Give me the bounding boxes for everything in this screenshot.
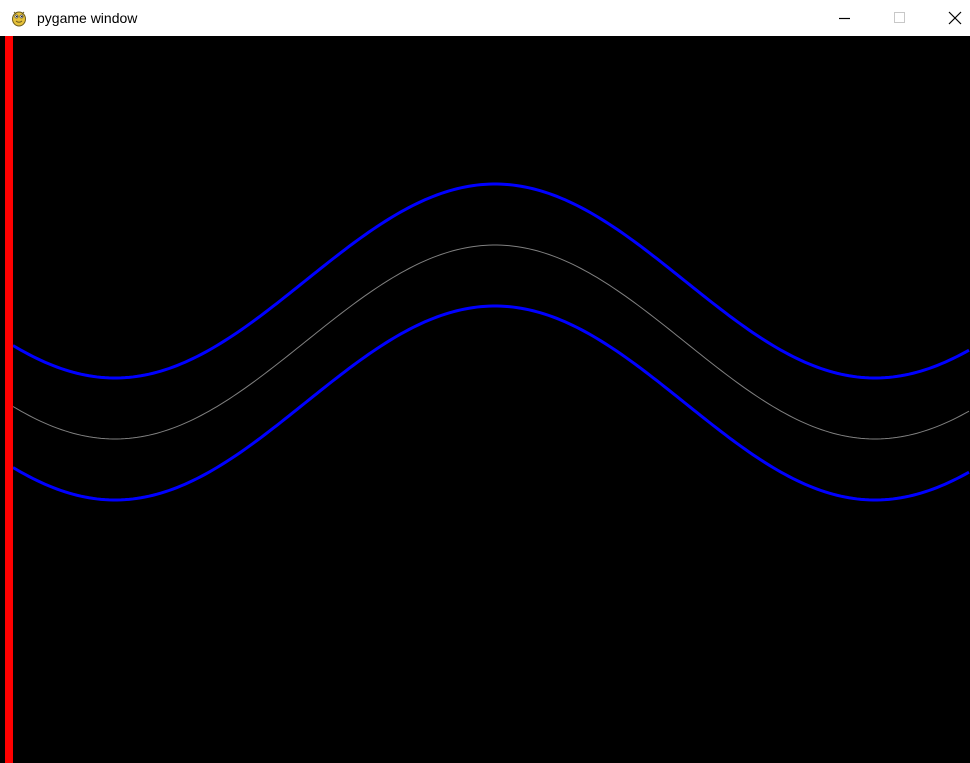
- road-lower-edge: [12, 304, 970, 502]
- left-red-bar: [5, 36, 13, 763]
- close-icon: [948, 11, 962, 25]
- pygame-snake-icon: [12, 11, 26, 27]
- road-center-line: [12, 244, 970, 440]
- road-upper-edge: [12, 182, 970, 380]
- window-title: pygame window: [37, 10, 138, 26]
- canvas-background: [0, 36, 970, 763]
- maximize-button[interactable]: [877, 0, 923, 36]
- minimize-icon: [839, 17, 850, 20]
- game-scene: [0, 36, 970, 763]
- maximize-icon: [894, 12, 905, 23]
- game-canvas[interactable]: [0, 36, 970, 763]
- title-bar[interactable]: pygame window: [0, 0, 970, 36]
- minimize-button[interactable]: [822, 0, 868, 36]
- close-button[interactable]: [932, 0, 970, 36]
